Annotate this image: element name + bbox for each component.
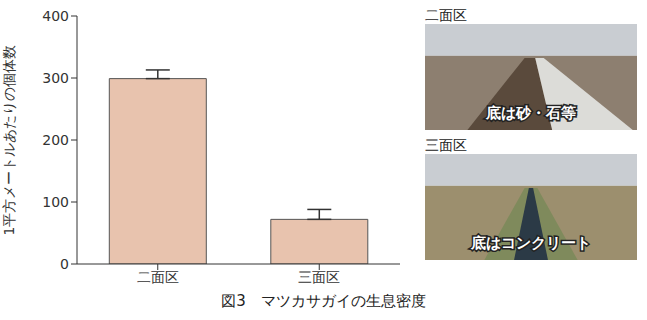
html-text:二面区: 二面区 [425,7,467,23]
svg-text:底は砂・石等: 底は砂・石等 [485,104,576,122]
svg-text:0: 0 [60,256,69,272]
html-text:三面区: 三面区 [425,137,467,153]
svg-text:1平方メートルあたりの個体数: 1平方メートルあたりの個体数 [1,45,17,236]
svg-text:二面区: 二面区 [137,269,179,285]
svg-text:300: 300 [42,70,69,86]
svg-text:底はコンクリート: 底はコンクリート [470,234,591,252]
html-text:図3 マツカサガイの生息密度: 図3 マツカサガイの生息密度 [221,292,426,310]
svg-text:200: 200 [42,132,69,148]
svg-text:400: 400 [42,8,69,24]
svg-text:100: 100 [42,194,69,210]
svg-text:三面区: 三面区 [298,269,340,285]
